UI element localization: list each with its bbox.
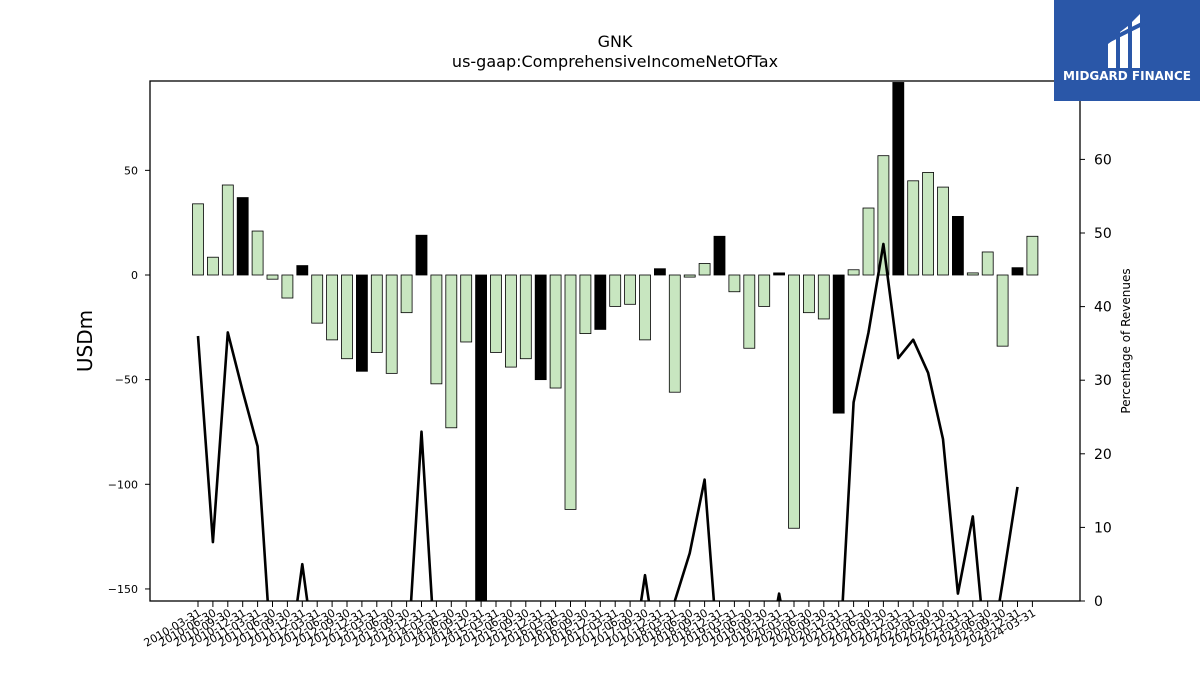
bar bbox=[400, 274, 413, 314]
bar bbox=[966, 272, 979, 276]
midgard-finance-logo: MIDGARD FINANCE bbox=[1054, 0, 1200, 101]
bar bbox=[341, 274, 353, 360]
bar bbox=[907, 180, 920, 276]
bar bbox=[981, 251, 994, 276]
y-tick-label: 50 bbox=[124, 164, 138, 177]
bar bbox=[475, 274, 488, 601]
bar bbox=[236, 197, 249, 276]
y-tick-label: −150 bbox=[108, 583, 138, 596]
bar bbox=[534, 274, 547, 381]
bar bbox=[728, 274, 741, 293]
bar bbox=[713, 235, 726, 276]
bar bbox=[683, 274, 696, 278]
bar bbox=[490, 274, 502, 353]
bar bbox=[803, 274, 815, 314]
bar bbox=[251, 230, 264, 276]
bar bbox=[355, 274, 368, 372]
bar bbox=[385, 274, 398, 374]
bar bbox=[847, 269, 860, 276]
bar bbox=[1026, 235, 1039, 276]
bar bbox=[639, 274, 651, 341]
bar bbox=[788, 274, 800, 529]
bar bbox=[460, 274, 473, 343]
bar bbox=[192, 203, 204, 276]
bar bbox=[773, 272, 785, 276]
bar bbox=[564, 274, 577, 510]
bar bbox=[281, 274, 294, 299]
bar bbox=[445, 274, 458, 429]
bar bbox=[206, 256, 219, 276]
bar bbox=[892, 82, 905, 276]
bar bbox=[996, 274, 1009, 347]
y2-axis-label: Percentage of Revenues bbox=[1119, 268, 1133, 413]
y2-tick-label: 50 bbox=[1094, 226, 1112, 242]
bar bbox=[519, 274, 532, 360]
bar bbox=[221, 184, 234, 276]
bar bbox=[504, 274, 517, 368]
bar bbox=[832, 274, 845, 414]
bar bbox=[370, 274, 383, 353]
plot-frame bbox=[149, 80, 1081, 602]
bar bbox=[549, 274, 562, 389]
y-tick-label: −50 bbox=[115, 374, 138, 387]
bar bbox=[937, 186, 949, 276]
bar bbox=[668, 274, 681, 393]
chart-subtitle: us-gaap:ComprehensiveIncomeNetOfTax bbox=[451, 52, 779, 71]
bar bbox=[430, 274, 443, 385]
y2-tick-label: 10 bbox=[1094, 520, 1112, 536]
bar bbox=[862, 207, 875, 276]
bar bbox=[609, 274, 622, 307]
y-axis-label: USDm bbox=[73, 310, 97, 372]
bar bbox=[743, 274, 756, 349]
y2-tick-label: 30 bbox=[1094, 373, 1112, 389]
bars-group bbox=[192, 82, 1039, 601]
y-tick-label: −100 bbox=[108, 478, 138, 491]
bar bbox=[922, 172, 934, 276]
bar bbox=[579, 274, 592, 335]
y2-tick-label: 40 bbox=[1094, 300, 1112, 316]
bar bbox=[624, 274, 636, 305]
logo-text: MIDGARD FINANCE bbox=[1063, 69, 1191, 83]
bar bbox=[594, 274, 607, 330]
bar bbox=[654, 268, 666, 276]
bar bbox=[311, 274, 324, 324]
chart-title: GNK bbox=[597, 32, 633, 51]
bar bbox=[326, 274, 339, 341]
bar bbox=[266, 274, 279, 280]
bar bbox=[296, 265, 309, 276]
bar bbox=[952, 215, 964, 276]
bar bbox=[415, 234, 428, 276]
line-group bbox=[196, 242, 1019, 601]
bar bbox=[817, 274, 830, 320]
bar bbox=[758, 274, 771, 307]
bar bbox=[877, 155, 890, 276]
y-tick-label: 0 bbox=[131, 269, 138, 282]
y2-tick-label: 0 bbox=[1094, 594, 1103, 610]
percentage-line bbox=[196, 242, 1019, 601]
bar bbox=[698, 263, 711, 276]
y2-tick-label: 60 bbox=[1094, 152, 1112, 168]
logo-mark-icon bbox=[1105, 14, 1147, 68]
y2-tick-label: 20 bbox=[1094, 447, 1112, 463]
bar bbox=[1011, 267, 1024, 276]
